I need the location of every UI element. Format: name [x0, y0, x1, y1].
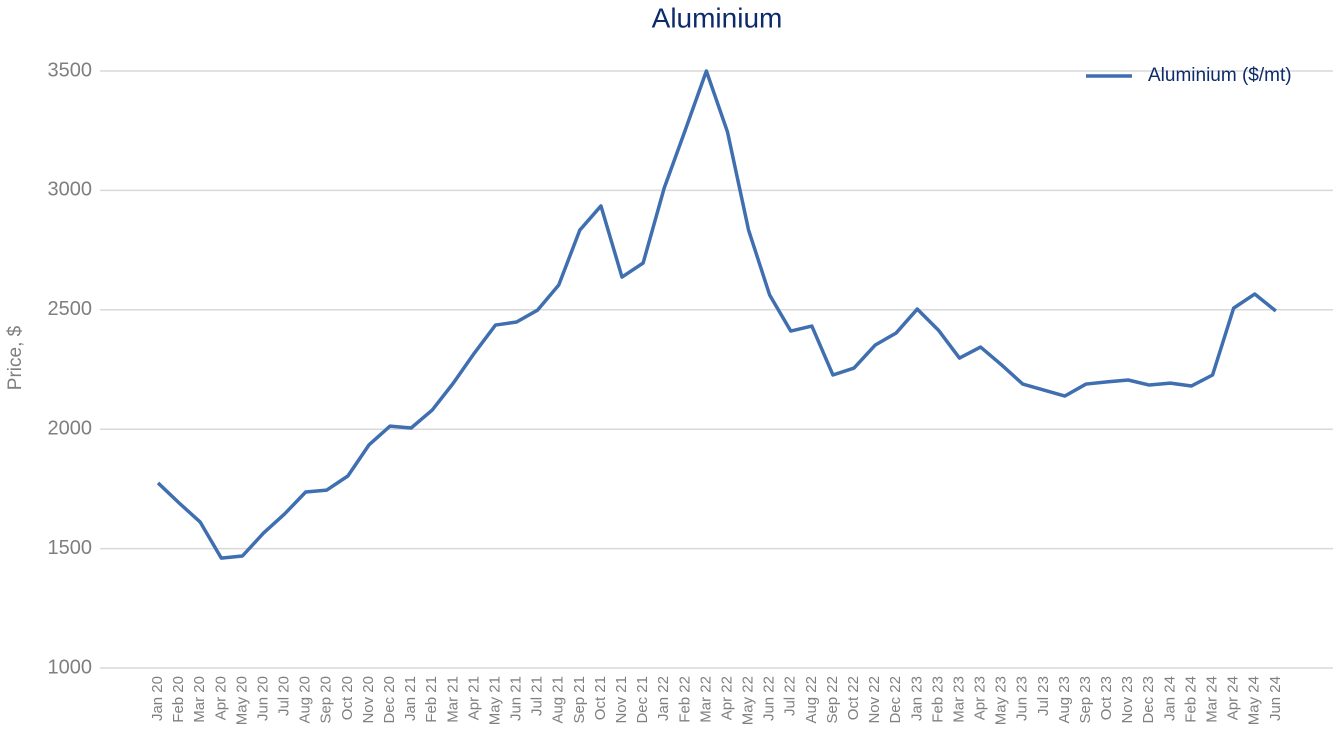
y-tick-label: 2500: [48, 298, 93, 320]
x-tick-label: May 22: [740, 676, 757, 725]
x-tick-label: May 20: [233, 676, 250, 725]
x-tick-label: Apr 22: [718, 676, 735, 720]
x-tick-label: Feb 21: [423, 676, 440, 723]
x-tick-label: Jan 21: [402, 676, 419, 721]
x-tick-label: Aug 23: [1056, 676, 1073, 724]
x-tick-label: Jul 21: [529, 676, 546, 716]
x-tick-label: Aug 22: [803, 676, 820, 724]
x-tick-label: Feb 22: [676, 676, 693, 723]
x-tick-label: Sep 23: [1077, 676, 1094, 724]
data-line: [156, 69, 1277, 560]
x-tick-label: Oct 23: [1098, 676, 1115, 720]
x-tick-label: Feb 23: [929, 676, 946, 723]
x-tick-label: Jun 22: [761, 676, 778, 721]
x-tick-label: Aug 20: [297, 676, 314, 724]
x-tick-label: Jul 22: [782, 676, 799, 716]
x-tick-label: Mar 24: [1204, 676, 1221, 723]
y-axis-label: Price, $: [5, 325, 26, 390]
x-tick-label: Oct 21: [592, 676, 609, 720]
y-tick-label: 1000: [48, 656, 93, 678]
x-tick-label: Dec 20: [381, 676, 398, 724]
x-tick-label: Jan 24: [1161, 676, 1178, 721]
x-tick-label: Dec 23: [1140, 676, 1157, 724]
x-tick-label: Nov 23: [1119, 676, 1136, 724]
x-tick-label: Feb 24: [1182, 676, 1199, 723]
x-tick-label: Apr 21: [465, 676, 482, 720]
x-tick-label: Nov 21: [613, 676, 630, 724]
chart-title: Aluminium: [652, 2, 783, 33]
x-tick-label: May 24: [1246, 676, 1263, 725]
x-tick-label: Oct 22: [845, 676, 862, 720]
y-tick-label: 3000: [48, 179, 93, 201]
x-tick-label: Dec 22: [887, 676, 904, 724]
x-tick-label: Jan 23: [908, 676, 925, 721]
x-tick-label: Mar 20: [191, 676, 208, 723]
x-tick-label: Nov 22: [866, 676, 883, 724]
x-tick-label: Oct 20: [339, 676, 356, 720]
x-tick-label: Mar 23: [950, 676, 967, 723]
x-tick-label: Nov 20: [360, 676, 377, 724]
x-tick-label: Mar 21: [444, 676, 461, 723]
x-tick-label: Jun 20: [254, 676, 271, 721]
x-tick-label: May 23: [993, 676, 1010, 725]
x-tick-label: Apr 20: [212, 676, 229, 720]
x-tick-label: Sep 21: [571, 676, 588, 724]
x-tick-label: Jun 21: [508, 676, 525, 721]
y-tick-label: 1500: [48, 537, 93, 559]
x-tick-label: Aug 21: [550, 676, 567, 724]
x-tick-label: May 21: [486, 676, 503, 725]
x-tick-label: Dec 21: [634, 676, 651, 724]
x-tick-label: Apr 24: [1225, 676, 1242, 720]
x-tick-label: Jun 24: [1267, 676, 1284, 721]
x-tick-label: Apr 23: [972, 676, 989, 720]
x-tick-label: Jan 22: [655, 676, 672, 721]
x-tick-label: Jul 23: [1035, 676, 1052, 716]
x-tick-label: Sep 22: [824, 676, 841, 724]
x-tick-label: Jul 20: [276, 676, 293, 716]
y-tick-label: 2000: [48, 417, 93, 439]
x-tick-label: Feb 20: [170, 676, 187, 723]
x-tick-label: Jun 23: [1014, 676, 1031, 721]
y-tick-label: 3500: [48, 59, 93, 81]
x-tick-label: Jan 20: [149, 676, 166, 721]
x-tick-label: Mar 22: [697, 676, 714, 723]
x-tick-label: Sep 20: [318, 676, 335, 724]
legend-label: Aluminium ($/mt): [1148, 65, 1292, 86]
